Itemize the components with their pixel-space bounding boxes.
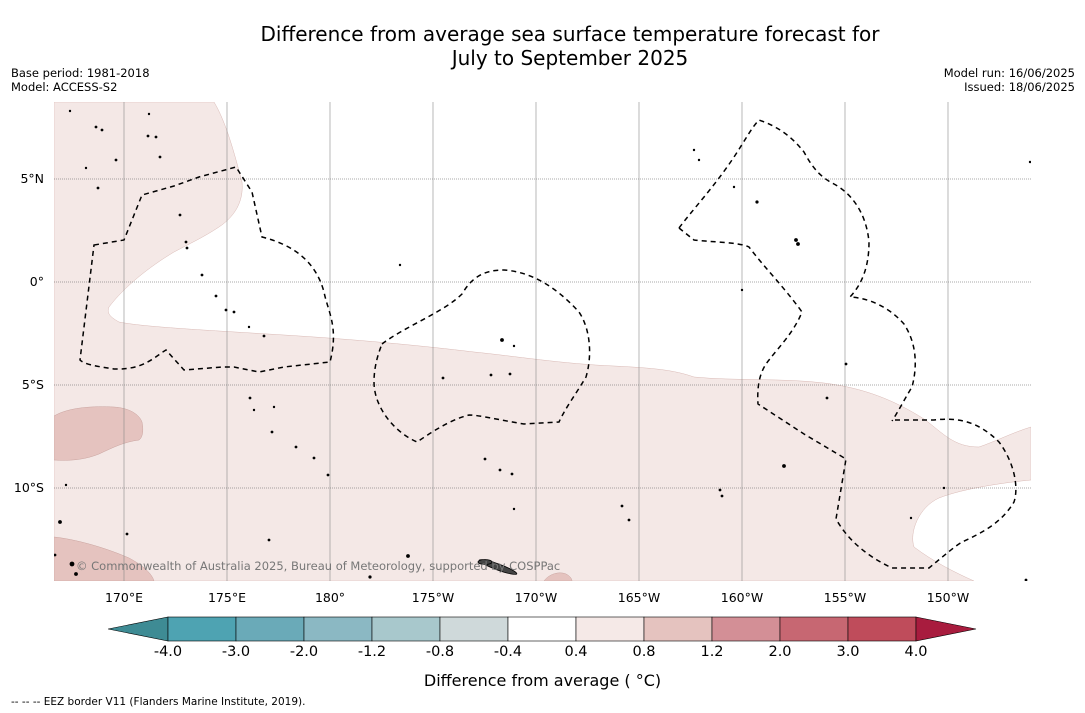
islands — [54, 109, 1031, 581]
model-name: Model: ACCESS-S2 — [11, 80, 118, 94]
colorbar-tick-label: 2.0 — [768, 644, 792, 660]
colorbar-tick-label: -0.4 — [493, 644, 523, 660]
lon-label-170e: 170°E — [104, 590, 143, 605]
map-title: Difference from average sea surface temp… — [0, 22, 1085, 70]
issued-date: Issued: 18/06/2025 — [964, 80, 1075, 94]
colorbar-segment — [779, 616, 849, 642]
savaii-island — [477, 559, 493, 565]
meta-left: Base period: 1981-2018 Model: ACCESS-S2 — [11, 66, 150, 94]
anomaly-region-mid-west — [54, 406, 144, 461]
colorbar-tick-label: 4.0 — [904, 644, 928, 660]
lon-label-180: 180° — [314, 590, 346, 605]
eez-border-kiribati-gilbert — [79, 166, 335, 373]
lon-label-165w: 165°W — [617, 590, 661, 605]
meridians — [123, 102, 949, 581]
lon-label-170w: 170°W — [514, 590, 558, 605]
lon-label-150w: 150°W — [926, 590, 970, 605]
base-period: Base period: 1981-2018 — [11, 66, 150, 80]
lon-label-160w: 160°W — [720, 590, 764, 605]
anomaly-region-mid-south — [543, 572, 573, 581]
lon-label-175w: 175°W — [411, 590, 455, 605]
lat-label-0: 0° — [29, 274, 44, 289]
lon-label-155w: 155°W — [823, 590, 867, 605]
colorbar-segment — [371, 616, 441, 642]
copyright-notice: © Commonwealth of Australia 2025, Bureau… — [76, 559, 561, 573]
colorbar-segment — [167, 616, 237, 642]
map-title-line1: Difference from average sea surface temp… — [260, 22, 880, 46]
model-run: Model run: 16/06/2025 — [943, 66, 1075, 80]
colorbar-segment — [643, 616, 713, 642]
colorbar-extend-high — [915, 616, 977, 642]
sst-anomaly-map — [54, 102, 1031, 581]
colorbar-tick-label: -1.2 — [357, 644, 387, 660]
colorbar-segment — [303, 616, 373, 642]
colorbar-extend-low — [108, 616, 169, 642]
colorbar-tick-label: 1.2 — [700, 644, 724, 660]
colorbar-segment — [439, 616, 509, 642]
lat-label-10s: 10°S — [13, 480, 44, 495]
eez-borders — [79, 119, 1017, 569]
colorbar-title: Difference from average ( °C) — [423, 671, 662, 690]
colorbar-segment — [507, 616, 577, 642]
colorbar-tick-label: -4.0 — [153, 644, 183, 660]
colorbar-tick-label: -2.0 — [289, 644, 319, 660]
graticule — [54, 178, 1031, 489]
colorbar — [108, 616, 977, 642]
lat-label-5n: 5°N — [20, 171, 44, 186]
anomaly-region-mid-southwest — [54, 536, 155, 581]
map-title-line2: July to September 2025 — [451, 46, 689, 70]
colorbar-tick-label: 3.0 — [836, 644, 860, 660]
lat-label-5s: 5°S — [21, 377, 44, 392]
anomaly-region-light — [54, 102, 1031, 581]
eez-border-south-line — [678, 227, 1017, 569]
colorbar-segment — [847, 616, 917, 642]
colorbar-tick-label: -3.0 — [221, 644, 251, 660]
colorbar-tick-label: -0.8 — [425, 644, 455, 660]
colorbar-tick-label: 0.4 — [564, 644, 588, 660]
eez-border-line-islands — [678, 119, 916, 422]
colorbar-tick-label: 0.8 — [632, 644, 656, 660]
colorbar-segments — [108, 616, 977, 642]
meta-right: Model run: 16/06/2025 Issued: 18/06/2025 — [944, 66, 1075, 94]
colorbar-segment — [711, 616, 781, 642]
eez-footnote: -- -- -- EEZ border V11 (Flanders Marine… — [11, 696, 306, 708]
colorbar-segment — [575, 616, 645, 642]
lon-label-175e: 175°E — [207, 590, 246, 605]
colorbar-segment — [235, 616, 305, 642]
